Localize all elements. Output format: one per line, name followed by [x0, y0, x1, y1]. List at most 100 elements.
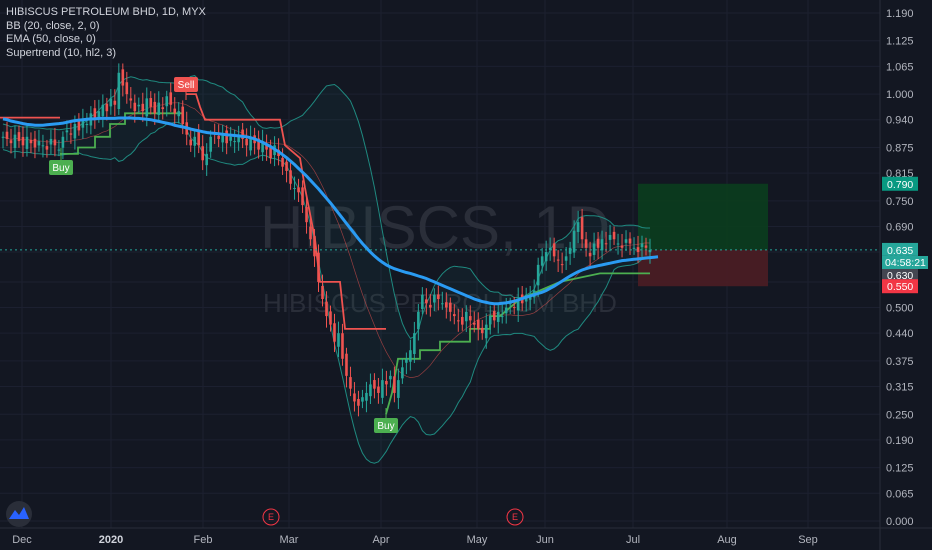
candle-body [37, 141, 41, 146]
price-tick-label: 0.125 [886, 463, 914, 475]
earnings-event-2[interactable]: E [506, 508, 524, 526]
candles [1, 63, 652, 417]
svg-text:0.635: 0.635 [887, 245, 913, 257]
tradingview-logo[interactable] [6, 501, 32, 527]
time-tick-label: Jun [536, 534, 554, 546]
candle-body [269, 145, 272, 159]
legend-ema[interactable]: EMA (50, close, 0) [6, 33, 96, 45]
candle-body [556, 259, 560, 261]
legend: HIBISCUS PETROLEUM BHD, 1D, MYX BB (20, … [6, 6, 206, 60]
countdown-tag: 04:58:21 [882, 256, 928, 269]
candle-body [640, 243, 644, 248]
candle-body [564, 256, 568, 261]
candle-body [297, 187, 300, 193]
candle-body [57, 149, 61, 151]
candle-body [429, 304, 432, 308]
time-tick-label: Jul [626, 534, 640, 546]
candle-body [229, 136, 232, 141]
time-axis[interactable]: Dec 2020 Feb Mar Apr May Jun Jul Aug Sep [12, 534, 818, 546]
candle-body [369, 384, 372, 397]
legend-supertrend[interactable]: Supertrend (10, hl2, 3) [6, 46, 117, 59]
candle-body [349, 377, 352, 389]
candle-body [237, 134, 240, 143]
candle-body [373, 380, 376, 389]
candle-body [580, 217, 584, 240]
price-tick-label: 1.000 [886, 89, 914, 101]
position-loss-zone[interactable] [638, 249, 768, 287]
price-tick-label: 0.750 [886, 196, 914, 208]
candle-body [5, 131, 9, 139]
ema-line [2, 116, 659, 306]
candle-body [129, 98, 133, 101]
candle-body [357, 398, 360, 406]
time-tick-label: Mar [280, 534, 299, 546]
candle-body [265, 145, 268, 150]
candle-body [476, 319, 480, 329]
price-tick-label: 1.065 [886, 61, 914, 73]
candle-body [405, 358, 408, 363]
legend-bb[interactable]: BB (20, close, 2, 0) [6, 19, 100, 32]
candle-body [33, 138, 37, 148]
candle-body [544, 252, 548, 262]
candle-body [464, 311, 468, 322]
candle-body [209, 136, 212, 152]
candle-body [445, 302, 448, 308]
candle-body [608, 234, 612, 240]
candle-body [41, 145, 45, 147]
legend-symbol[interactable]: HIBISCUS PETROLEUM BHD, 1D, MYX [6, 6, 206, 18]
candle-body [341, 333, 344, 359]
candle-body [433, 294, 436, 303]
candle-body [261, 141, 264, 153]
candle-body [109, 98, 113, 107]
candle-body [149, 98, 153, 107]
earnings-event-1[interactable]: E [262, 508, 280, 526]
candle-body [516, 299, 520, 311]
candle-body [536, 264, 540, 286]
signal-buy-label: Buy [52, 163, 69, 174]
candle-body [105, 103, 109, 112]
candle-body [449, 302, 452, 312]
candle-body [53, 139, 57, 146]
price-tick-label: 0.315 [886, 382, 914, 394]
candle-body [133, 102, 137, 112]
candle-body [189, 139, 193, 146]
candle-body [177, 111, 181, 117]
signal-buy-1: Buy [49, 148, 73, 175]
price-tick-label: 0.440 [886, 328, 914, 340]
candle-body [245, 139, 248, 146]
price-tick-label: 1.125 [886, 36, 914, 48]
candle-body [301, 187, 304, 206]
candle-body [484, 324, 488, 339]
candle-body [385, 380, 388, 385]
countdown-text: 04:58:21 [885, 257, 926, 269]
entry-price-tag: 0.630 [882, 269, 918, 282]
candle-body [441, 303, 444, 305]
candle-body [616, 243, 620, 245]
position-profit-zone[interactable] [638, 183, 768, 250]
candle-body [13, 134, 17, 148]
candle-body [217, 135, 220, 139]
price-tick-label: 0.940 [886, 115, 914, 127]
candle-body [496, 311, 500, 322]
supertrend-down-line [186, 93, 386, 330]
svg-text:0.790: 0.790 [887, 179, 913, 191]
candle-body [389, 375, 392, 380]
price-tick-label: 0.690 [886, 221, 914, 233]
candle-body [345, 353, 348, 376]
candle-body [528, 296, 532, 300]
candle-body [393, 376, 396, 393]
time-tick-label: Sep [798, 534, 818, 546]
price-tick-label: 0.065 [886, 488, 914, 500]
time-tick-label: Apr [372, 534, 389, 546]
candle-body [568, 247, 572, 254]
candle-body [632, 247, 636, 249]
candle-body [504, 307, 508, 314]
candle-body [417, 311, 420, 330]
candle-body [289, 170, 292, 184]
candle-body [293, 188, 296, 190]
candle-body [45, 146, 49, 150]
candle-body [337, 333, 340, 347]
time-tick-label: Aug [717, 534, 737, 546]
candle-body [201, 146, 204, 161]
